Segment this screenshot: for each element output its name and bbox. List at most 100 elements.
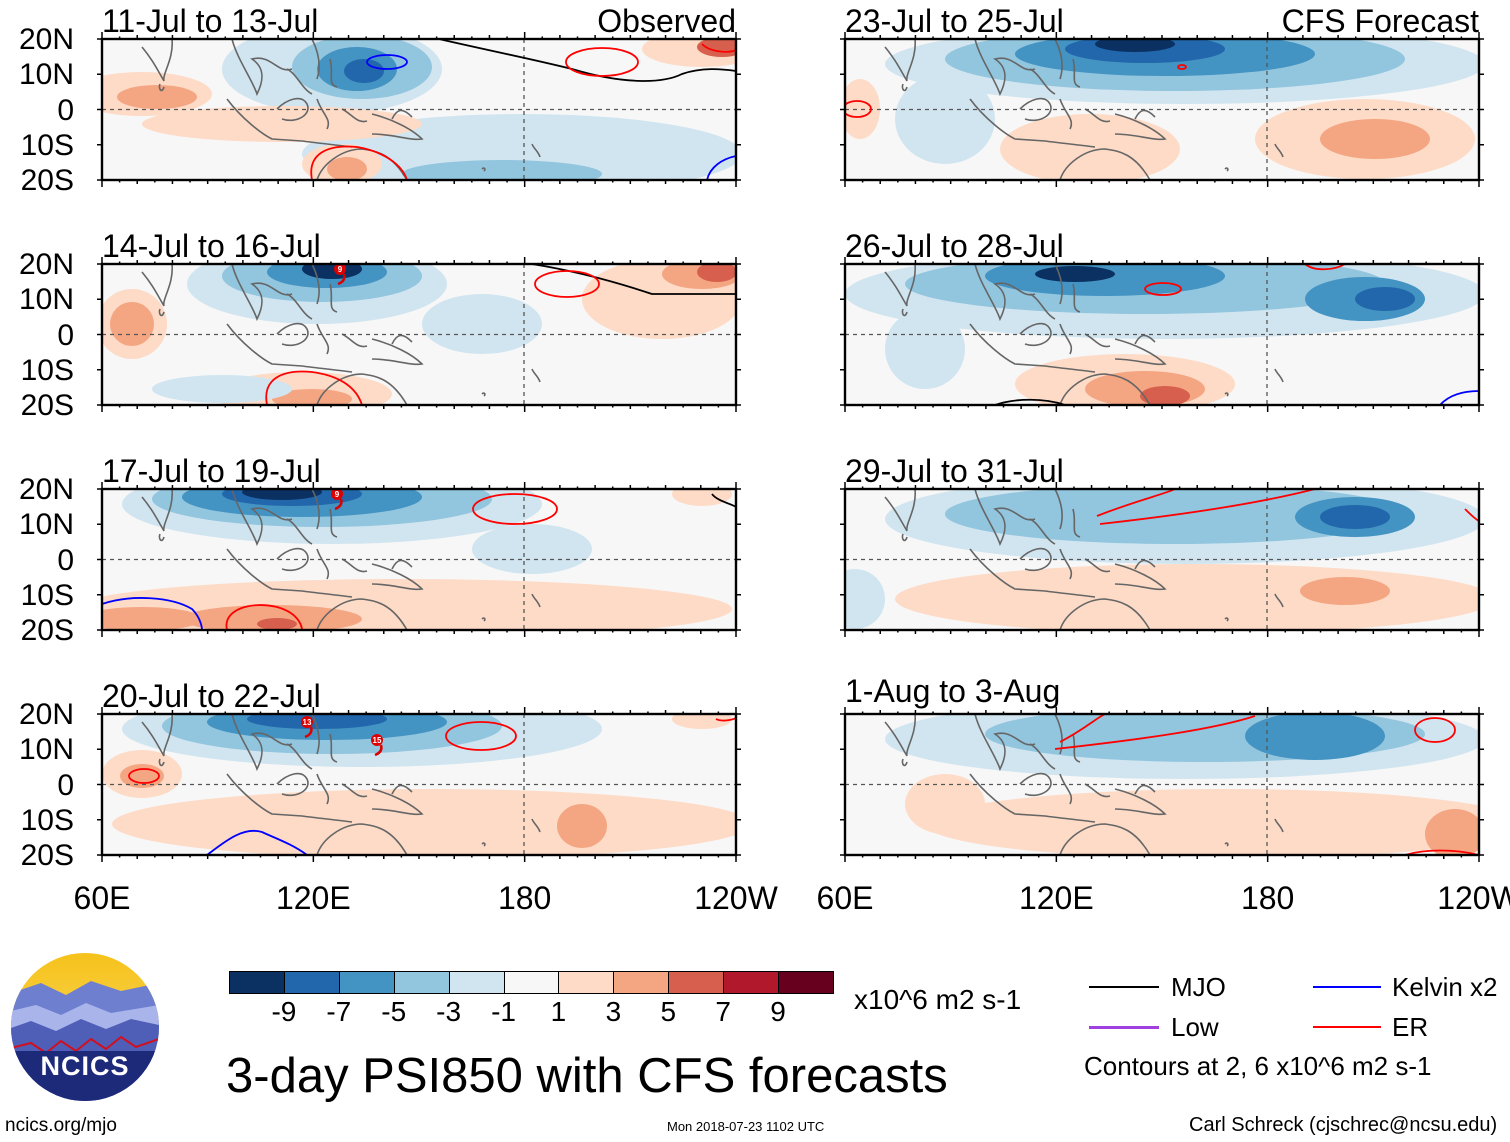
tropical-cyclone-icon: 9: [334, 264, 346, 286]
panel-title: 26-Jul to 28-Jul: [845, 228, 1064, 264]
lat-label: 20N: [18, 473, 74, 506]
lon-label: 60E: [73, 880, 131, 916]
colorbar-units: x10^6 m2 s-1: [854, 984, 1022, 1015]
lat-label: 20N: [18, 248, 74, 281]
storm-number: 9: [335, 490, 340, 499]
lat-label: 0: [57, 768, 74, 802]
er-contour: [1177, 64, 1187, 70]
colorbar-tick-label: -3: [436, 996, 462, 1027]
er-contour: [445, 721, 517, 751]
er-contour: [1404, 849, 1479, 855]
psi850-map: [840, 32, 1484, 187]
colorbar-swatch: [778, 971, 834, 994]
psi-anomaly-region: [247, 714, 387, 729]
legend-label-er: ER: [1392, 1012, 1429, 1042]
lon-label: 120E: [275, 880, 351, 916]
tropical-cyclone-icon: 13: [301, 716, 313, 739]
map-panel: 13 15: [97, 707, 741, 862]
psi-anomaly-region: [102, 607, 202, 630]
er-contour: [1054, 714, 1256, 750]
map-panel: 9: [97, 257, 741, 412]
lat-label: 10S: [20, 578, 74, 612]
timestamp: Mon 2018-07-23 1102 UTC: [667, 1119, 825, 1134]
logo-text: NCICS: [40, 1051, 130, 1081]
psi-anomaly-region: [672, 489, 732, 506]
psi-anomaly-region: [1000, 114, 1180, 180]
figure-title: 3-day PSI850 with CFS forecasts: [226, 1049, 948, 1103]
colorbar-swatch: [338, 971, 395, 994]
panel-title: 1-Aug to 3-Aug: [845, 673, 1061, 709]
psi-anomaly-region: [1095, 39, 1175, 52]
colorbar-swatch: [613, 971, 670, 994]
colorbar-tick-label: -7: [326, 996, 352, 1027]
psi-anomaly-region: [1355, 287, 1415, 311]
kelvin-contour: [206, 829, 308, 855]
psi-anomaly-region: [1320, 119, 1430, 159]
colorbar-tick-label: -9: [271, 996, 297, 1027]
panel-title: 23-Jul to 25-Jul: [845, 3, 1064, 39]
mjo-contour: [711, 493, 736, 508]
er-contour: [472, 493, 558, 525]
ncics-logo: NCICS: [11, 953, 159, 1101]
psi-anomaly-region: [472, 524, 592, 574]
lat-label: 10S: [20, 803, 74, 837]
er-contour: [310, 145, 408, 180]
colorbar-tick-label: 5: [660, 996, 677, 1027]
psi-anomaly-region: [925, 789, 1479, 855]
psi-anomaly-region: [242, 489, 322, 500]
kelvin-contour: [706, 155, 736, 180]
psi-anomaly-region: [697, 264, 736, 282]
psi850-map: [840, 707, 1484, 862]
source-url[interactable]: ncics.org/mjo: [5, 1115, 117, 1136]
storm-number: 15: [373, 736, 382, 745]
psi-anomaly-region: [110, 302, 154, 346]
legend-line-mjo: [1089, 986, 1159, 988]
lat-label: 20S: [20, 839, 74, 872]
coastline: [884, 264, 1284, 405]
map-panel: [840, 257, 1484, 412]
kelvin-contour: [1439, 390, 1479, 405]
panel-title: 11-Jul to 13-Jul: [102, 3, 319, 39]
colorbar-swatch: [503, 971, 560, 994]
psi-anomaly-region: [895, 564, 1479, 630]
colorbar-tick-label: 9: [770, 996, 786, 1027]
lat-label: 10N: [18, 733, 74, 767]
psi-anomaly-region: [344, 59, 384, 83]
psi-anomaly-region: [672, 714, 732, 729]
legend-line-kelvin: [1313, 986, 1381, 988]
colorbar-swatch: [283, 971, 340, 994]
map-panel: [97, 32, 741, 187]
colorbar-swatch: [668, 971, 725, 994]
lat-label: 20S: [20, 614, 74, 647]
coastline: [141, 39, 541, 180]
psi-anomaly-region: [905, 774, 985, 834]
psi-anomaly-region: [1245, 714, 1385, 760]
psi-anomaly-region: [142, 106, 422, 142]
lon-label: 180: [497, 880, 552, 916]
er-contour: [225, 604, 303, 630]
legend-label-kelvin: Kelvin x2: [1392, 972, 1498, 1002]
map-panel: [840, 482, 1484, 637]
psi850-map: 9: [97, 482, 741, 637]
kelvin-contour: [102, 597, 203, 630]
psi850-map: 9: [97, 257, 741, 412]
colorbar-tick-label: -1: [491, 996, 516, 1027]
psi-anomaly-region: [557, 804, 607, 848]
lat-label: 10N: [18, 508, 74, 542]
coastline: [884, 714, 1284, 855]
panel-title: 14-Jul to 16-Jul: [102, 228, 321, 264]
lon-label: 180: [1240, 880, 1295, 916]
er-contour: [534, 270, 600, 298]
lat-label: 20S: [20, 389, 74, 422]
lat-label: 10S: [20, 353, 74, 387]
legend-label-mjo: MJO: [1171, 972, 1226, 1002]
contour-note: Contours at 2, 6 x10^6 m2 s-1: [1084, 1051, 1432, 1081]
psi-anomaly-region: [885, 309, 965, 389]
coastline: [884, 39, 1284, 180]
er-contour: [845, 100, 872, 118]
map-panel: 9: [97, 482, 741, 637]
mjo-contour: [531, 264, 736, 295]
colorbar-swatch: [448, 971, 505, 994]
panel-title: 29-Jul to 31-Jul: [845, 453, 1064, 489]
psi850-map: [97, 32, 741, 187]
